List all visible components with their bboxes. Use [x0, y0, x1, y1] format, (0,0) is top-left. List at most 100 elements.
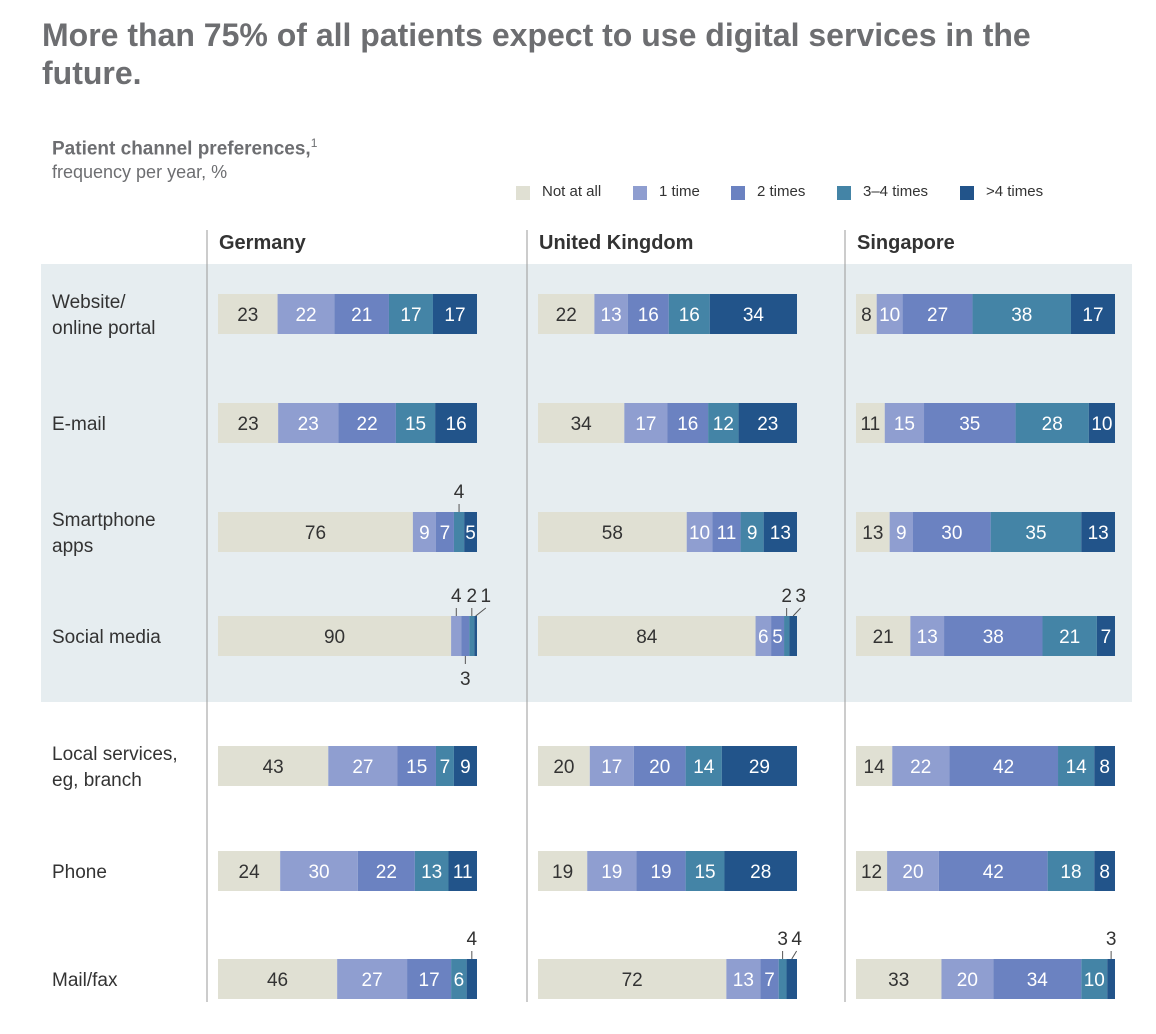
segment-value-label: 22 — [376, 862, 397, 883]
segment-value-label: 11 — [453, 862, 473, 883]
segment-value-label: 21 — [351, 305, 372, 326]
segment-value-label: 13 — [770, 523, 791, 544]
unit-label: frequency per year, % — [52, 162, 228, 182]
bar-segment — [407, 959, 452, 999]
category-label: apps — [52, 536, 93, 557]
bar-segment — [278, 403, 339, 443]
bar-segment — [910, 616, 945, 656]
segment-value-label: 22 — [910, 757, 931, 778]
bar-segment — [1058, 746, 1095, 786]
bar-segment — [856, 294, 877, 334]
bar-segment — [884, 403, 925, 443]
bar-segment — [760, 959, 779, 999]
legend-label-more-than-4-times: >4 times — [986, 183, 1044, 200]
bar-segment — [594, 294, 628, 334]
segment-value-label: 30 — [941, 523, 962, 544]
segment-value-label: 2 — [781, 586, 792, 607]
bar-segment — [771, 616, 785, 656]
bar-segment — [902, 294, 973, 334]
segment-value-label: 14 — [693, 757, 715, 778]
bar-segment — [474, 616, 477, 656]
bar-segment — [1081, 959, 1108, 999]
segment-value-label: 9 — [419, 523, 430, 544]
bar-segment — [668, 294, 710, 334]
bar-segment — [538, 512, 687, 552]
chart-subtitle: Patient channel preferences,1 — [52, 136, 317, 160]
segment-value-label: 20 — [957, 970, 978, 991]
bar-segment — [938, 851, 1048, 891]
segment-value-label: 38 — [983, 627, 1004, 648]
bar-segment — [218, 959, 338, 999]
bar-segment — [1015, 403, 1089, 443]
bar-segment — [538, 616, 756, 656]
bar-segment — [627, 294, 669, 334]
bar-segment — [912, 512, 991, 552]
legend-swatch-not-at-all — [516, 186, 530, 200]
bar-segment — [538, 403, 625, 443]
segment-value-label: 16 — [638, 305, 659, 326]
segment-value-label: 84 — [636, 627, 658, 648]
segment-value-label: 23 — [757, 414, 778, 435]
bar-segment — [218, 851, 281, 891]
panel-header: Germany — [219, 232, 307, 254]
bar-segment — [685, 851, 725, 891]
segment-value-label: 5 — [772, 627, 783, 648]
segment-value-label: 8 — [1099, 862, 1110, 883]
segment-value-label: 14 — [1066, 757, 1088, 778]
segment-value-label: 13 — [1088, 523, 1109, 544]
segment-value-label: 21 — [1059, 627, 1080, 648]
bar-segment — [589, 746, 634, 786]
bar-segment — [218, 512, 413, 552]
segment-value-label: 3 — [777, 929, 788, 950]
bar-segment — [636, 851, 686, 891]
bar-segment — [397, 746, 436, 786]
segment-value-label: 17 — [400, 305, 421, 326]
bar-segment — [712, 512, 741, 552]
bar-segment — [1070, 294, 1115, 334]
bar-segment — [1094, 851, 1115, 891]
bar-segment — [277, 294, 335, 334]
segment-value-label: 19 — [552, 862, 573, 883]
segment-value-label: 15 — [405, 414, 426, 435]
category-label: Local services, — [52, 744, 178, 765]
bar-segment — [453, 512, 465, 552]
segment-value-label: 3 — [460, 669, 471, 690]
segment-value-label: 9 — [747, 523, 758, 544]
bar-segment — [388, 294, 433, 334]
segment-value-label: 1 — [481, 586, 492, 607]
bar-segment — [464, 512, 477, 552]
segment-value-label: 4 — [791, 929, 802, 950]
bar-segment — [778, 959, 787, 999]
segment-value-label: 34 — [743, 305, 765, 326]
bar-segment — [432, 294, 477, 334]
segment-value-label: 16 — [446, 414, 467, 435]
bar-segment — [1047, 851, 1095, 891]
segment-value-label: 15 — [894, 414, 915, 435]
segment-value-label: 13 — [733, 970, 754, 991]
segment-value-label: 20 — [553, 757, 574, 778]
bar-segment — [1081, 512, 1115, 552]
segment-value-label: 33 — [888, 970, 909, 991]
bar-segment — [1042, 616, 1097, 656]
bar-segment — [1088, 403, 1115, 443]
category-label: Website/ — [52, 292, 126, 313]
bar-segment — [887, 851, 939, 891]
segment-value-label: 19 — [601, 862, 622, 883]
bar-segment — [587, 851, 637, 891]
bar-segment — [451, 959, 467, 999]
segment-value-label: 23 — [238, 414, 259, 435]
segment-value-label: 10 — [879, 305, 900, 326]
bar-segment — [538, 294, 595, 334]
segment-value-label: 34 — [1027, 970, 1049, 991]
bar-segment — [876, 294, 903, 334]
segment-value-label: 58 — [602, 523, 623, 544]
segment-value-label: 3 — [1106, 929, 1117, 950]
legend-swatch-3-4-times — [837, 186, 851, 200]
bar-segment — [709, 294, 797, 334]
panel-header: Singapore — [857, 232, 955, 254]
category-label: Phone — [52, 862, 107, 883]
bar-segment — [1107, 959, 1115, 999]
bar-segment — [856, 403, 885, 443]
segment-value-label: 34 — [571, 414, 593, 435]
segment-value-label: 29 — [749, 757, 770, 778]
